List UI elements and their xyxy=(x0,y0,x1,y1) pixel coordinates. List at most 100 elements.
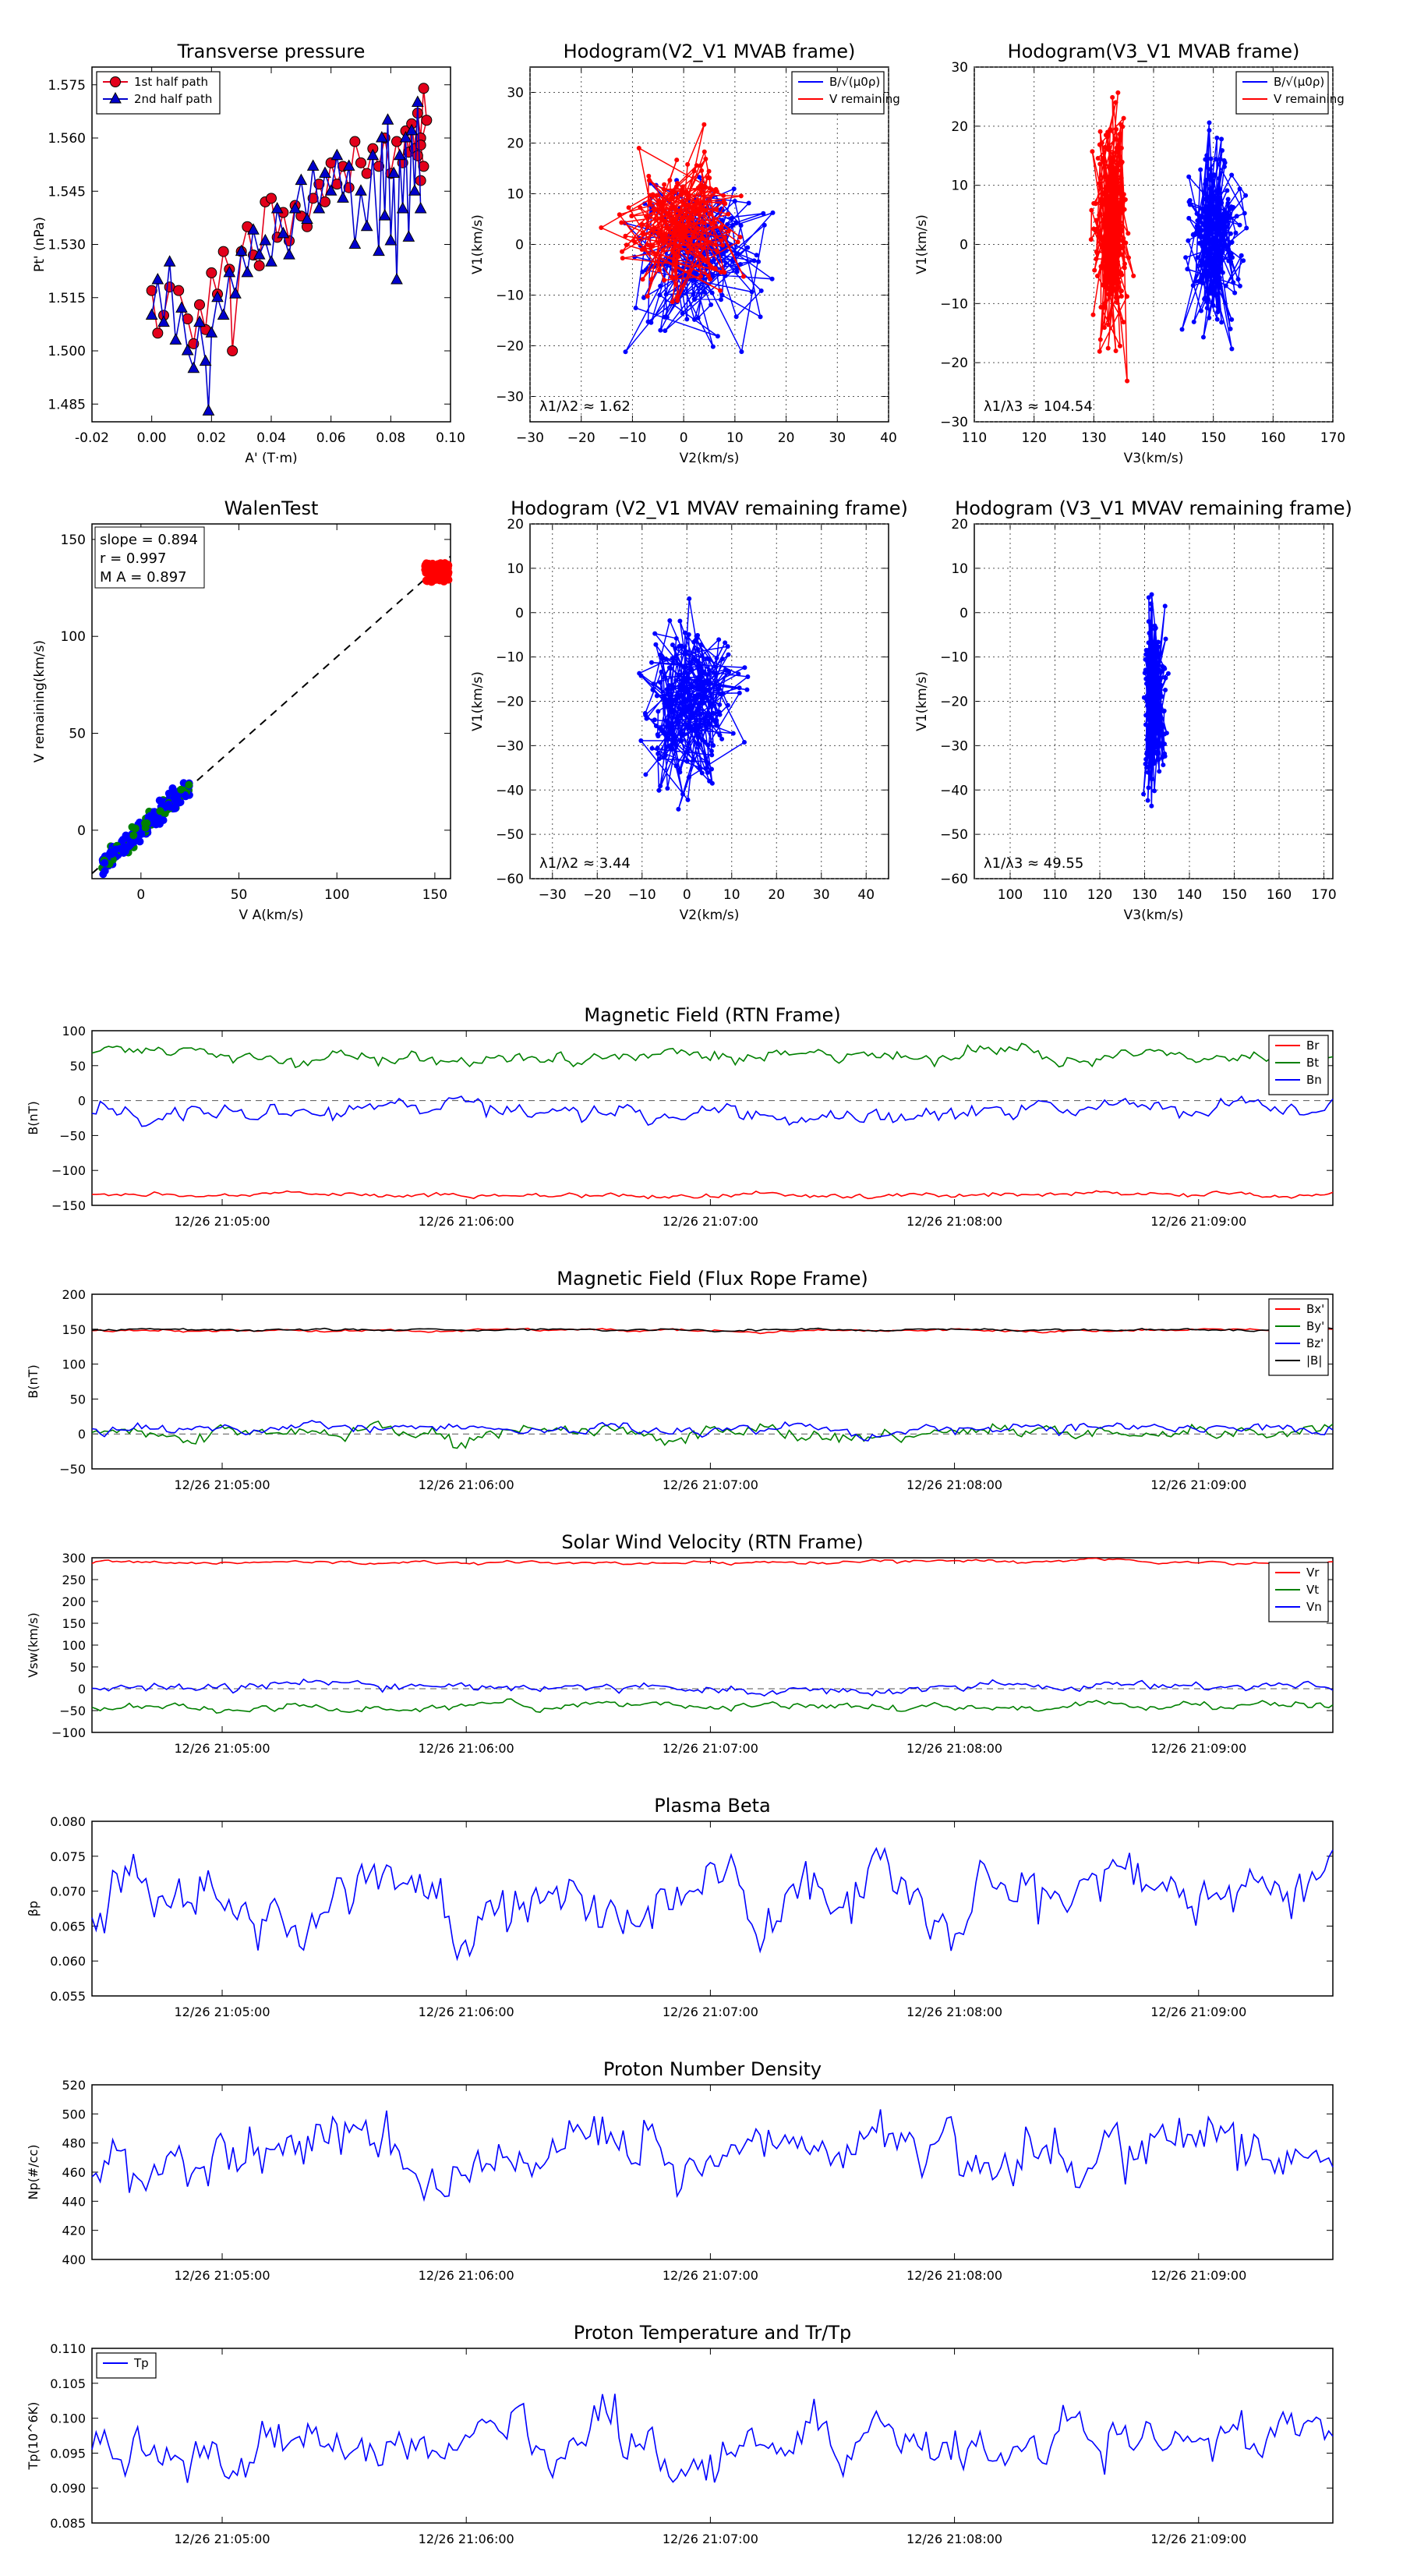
data-point xyxy=(1156,639,1161,645)
data-point xyxy=(620,249,625,254)
y-tick-label: −20 xyxy=(496,339,524,355)
x-tick-label: −20 xyxy=(583,887,611,903)
data-point xyxy=(1156,757,1161,763)
data-point xyxy=(652,717,657,723)
y-tick-label: −50 xyxy=(59,1704,86,1718)
data-point xyxy=(638,205,643,211)
data-point xyxy=(375,130,388,143)
data-point xyxy=(678,694,684,699)
data-point xyxy=(685,202,691,207)
y-tick-label: −30 xyxy=(940,415,968,430)
legend-label: V remaining xyxy=(1274,92,1345,106)
data-point xyxy=(673,207,678,212)
data-point xyxy=(695,646,701,652)
data-point xyxy=(421,115,433,126)
data-point xyxy=(1235,277,1241,282)
data-point xyxy=(726,670,732,675)
data-point xyxy=(719,656,725,662)
data-point xyxy=(654,193,659,198)
data-point xyxy=(1143,652,1149,657)
data-point xyxy=(671,685,677,690)
chart-title: Plasma Beta xyxy=(654,1795,770,1817)
data-point xyxy=(270,201,284,214)
data-point xyxy=(654,693,659,699)
data-point xyxy=(1165,671,1171,676)
data-point xyxy=(666,722,672,727)
data-point xyxy=(646,178,652,183)
y-axis-label: Tp(10^6K) xyxy=(26,2402,41,2471)
data-point xyxy=(691,758,696,763)
data-point xyxy=(687,694,692,699)
y-tick-label: 10 xyxy=(951,561,968,577)
data-point xyxy=(738,223,744,228)
x-tick-label: 170 xyxy=(1320,430,1345,446)
y-tick-label: −40 xyxy=(496,783,524,798)
x-tick-label: 0 xyxy=(136,887,145,903)
data-point xyxy=(1119,252,1124,257)
data-point xyxy=(1143,722,1148,727)
data-point xyxy=(679,685,684,691)
data-point xyxy=(664,687,670,692)
data-point xyxy=(373,244,385,257)
data-point xyxy=(1232,290,1238,295)
data-point xyxy=(694,718,699,724)
y-axis-label: βp xyxy=(26,1901,41,1916)
data-point xyxy=(658,725,663,731)
data-point xyxy=(643,214,648,219)
data-point xyxy=(1162,666,1168,671)
y-tick-label: −100 xyxy=(51,1725,86,1740)
x-tick-label: 100 xyxy=(324,887,349,903)
data-point xyxy=(1099,196,1104,202)
y-tick-label: 150 xyxy=(62,1322,86,1337)
y-axis-label: V1(km/s) xyxy=(470,671,486,731)
data-point xyxy=(1157,742,1163,748)
data-point xyxy=(436,565,445,574)
y-tick-label: 520 xyxy=(62,2078,86,2093)
y-tick-label: 300 xyxy=(62,1551,86,1566)
data-point xyxy=(1119,294,1124,299)
data-point xyxy=(1122,196,1128,202)
y-tick-label: 250 xyxy=(62,1573,86,1587)
data-point xyxy=(1151,641,1157,646)
data-point xyxy=(704,726,709,731)
x-axis-label: V2(km/s) xyxy=(680,451,740,466)
data-point xyxy=(1101,325,1107,331)
data-point xyxy=(348,237,362,249)
y-tick-label: 20 xyxy=(507,517,524,533)
data-point xyxy=(1103,185,1108,190)
data-point xyxy=(137,830,146,838)
data-point xyxy=(707,679,712,685)
data-point xyxy=(670,247,675,253)
data-point xyxy=(684,228,690,234)
series-line xyxy=(91,1557,1334,1566)
data-point xyxy=(151,272,164,285)
data-point xyxy=(414,201,427,214)
data-point xyxy=(686,193,691,198)
data-point xyxy=(643,772,648,777)
data-point xyxy=(1111,249,1117,254)
data-point xyxy=(660,247,666,253)
data-point xyxy=(1204,306,1210,311)
data-point xyxy=(1101,155,1106,161)
data-point xyxy=(110,76,121,87)
data-point xyxy=(1195,218,1200,224)
data-point xyxy=(1152,749,1157,755)
data-point xyxy=(313,201,326,214)
data-point xyxy=(646,173,652,179)
data-point xyxy=(1190,283,1196,288)
data-point xyxy=(663,718,669,724)
data-point xyxy=(689,705,694,710)
x-tick-label: 12/26 21:06:00 xyxy=(419,2532,514,2546)
chart-title: Hodogram(V2_V1 MVAB frame) xyxy=(564,41,856,62)
data-point xyxy=(705,687,710,692)
data-point xyxy=(1111,158,1116,164)
data-point xyxy=(673,281,679,287)
data-point xyxy=(709,716,715,721)
legend-label: B/√(μ0ρ) xyxy=(829,75,880,89)
data-point xyxy=(1219,148,1225,154)
stats-label: r = 0.997 xyxy=(100,550,166,567)
y-tick-label: 20 xyxy=(951,517,968,533)
series-line xyxy=(150,102,422,412)
data-point xyxy=(1198,258,1203,264)
